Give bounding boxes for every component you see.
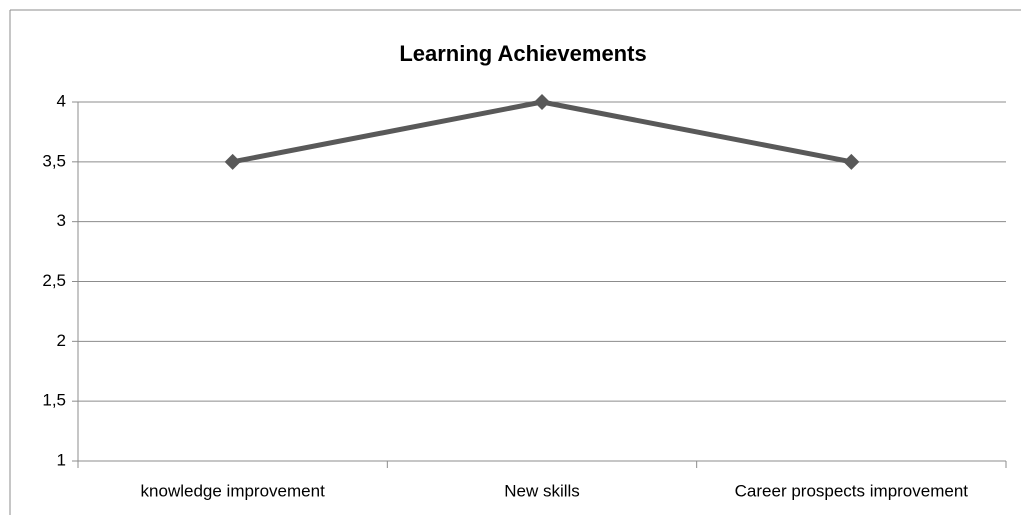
x-tick-label: Career prospects improvement <box>735 481 969 500</box>
data-marker <box>224 153 241 170</box>
y-tick-label: 2 <box>57 331 66 350</box>
x-tick-label: knowledge improvement <box>141 481 326 500</box>
y-tick-label: 4 <box>57 91 66 110</box>
x-tick-label: New skills <box>504 481 580 500</box>
y-tick-label: 1 <box>57 450 66 469</box>
y-tick-label: 2,5 <box>42 271 66 290</box>
data-marker <box>843 153 860 170</box>
y-tick-label: 1,5 <box>42 391 66 410</box>
chart-title: Learning Achievements <box>399 41 646 66</box>
y-tick-label: 3,5 <box>42 151 66 170</box>
data-marker <box>534 94 550 110</box>
y-tick-label: 3 <box>57 211 66 230</box>
data-line <box>232 99 852 165</box>
